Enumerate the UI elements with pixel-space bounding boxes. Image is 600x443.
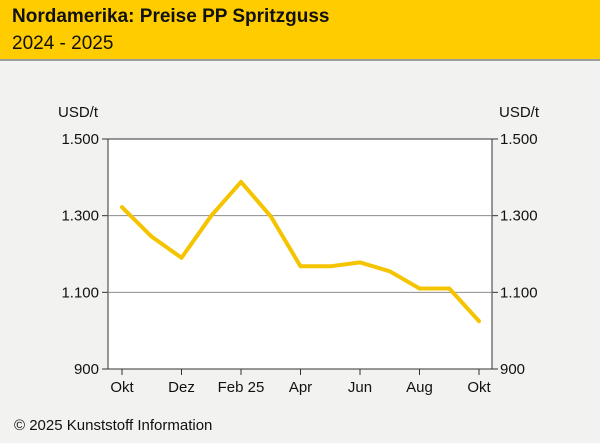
x-tick-label: Okt — [467, 379, 491, 396]
x-tick-label: Okt — [110, 379, 134, 396]
copyright-footer: © 2025 Kunststoff Information — [14, 417, 213, 434]
y-tick-label-left: 900 — [74, 361, 99, 378]
plot-area — [107, 138, 493, 370]
y-tick-label-left: 1.500 — [61, 131, 99, 148]
chart-subtitle: 2024 - 2025 — [12, 33, 114, 54]
y-tick-label-right: 1.100 — [500, 284, 538, 301]
chart-title: Nordamerika: Preise PP Spritzguss — [12, 6, 330, 27]
y-tick-label-right: 1.300 — [500, 208, 538, 225]
x-tick-label: Aug — [406, 379, 433, 396]
header-bar: Nordamerika: Preise PP Spritzguss 2024 -… — [0, 0, 600, 61]
x-tick-label: Dez — [168, 379, 195, 396]
x-tick-label: Apr — [289, 379, 312, 396]
y-tick-label-left: 1.300 — [61, 208, 99, 225]
x-tick-label: Feb 25 — [218, 379, 265, 396]
y-axis-unit-right: USD/t — [499, 104, 540, 121]
y-axis-unit-left: USD/t — [58, 104, 99, 121]
y-tick-label-right: 900 — [500, 361, 525, 378]
y-tick-label-left: 1.100 — [61, 284, 99, 301]
x-tick-label: Jun — [348, 379, 372, 396]
y-tick-label-right: 1.500 — [500, 131, 538, 148]
